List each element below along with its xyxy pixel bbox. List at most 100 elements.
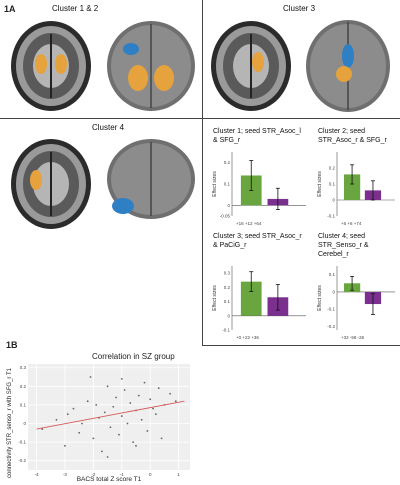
coronal-3d-brain (107, 21, 195, 111)
scatter-title: Correlation in SZ group (92, 352, 175, 361)
data-point (146, 430, 149, 432)
y-tick-label: 0 (227, 203, 230, 208)
data-point (112, 405, 115, 408)
data-point (109, 426, 112, 429)
bar-chart-2-title: Cluster 2; seed STR_Asoc_r & SFG_r (318, 128, 387, 144)
y-tick-label: -0.2 (327, 324, 335, 329)
regression-line (36, 400, 185, 430)
axial-brain-slice (11, 139, 91, 229)
y-tick-label: 0.2 (224, 160, 231, 165)
panel-label-1b: 1B (6, 340, 18, 350)
cluster-1-2-label: Cluster 1 & 2 (52, 4, 99, 13)
y-tick-label: 0 (23, 421, 26, 426)
data-point (143, 381, 146, 384)
brain-images-cluster-1-2 (11, 21, 195, 111)
panel-label-1a: 1A (4, 4, 16, 14)
mni-coordinates: +6 +6 +74 (341, 221, 362, 226)
data-point (115, 396, 118, 399)
y-tick-label: 0.1 (329, 182, 336, 187)
bar-chart-3: 0.3 0.2 0.1 0 -0.1 Effect sizes +0 +22 +36 (212, 266, 306, 340)
data-point (92, 437, 95, 440)
bar-chart-1: 0.2 0.1 0 -0.05 Effect sizes +16 +12 +64 (212, 152, 306, 226)
data-point (174, 400, 177, 403)
data-point (160, 437, 163, 440)
brain-images-cluster-4 (11, 139, 195, 229)
y-tick-label: 0.1 (224, 299, 231, 304)
bar-chart-4: 0.1 0 -0.1 -0.2 Effect sizes +32 -58 -26 (317, 266, 395, 340)
y-tick-label: -0.2 (18, 458, 26, 463)
data-point (118, 433, 120, 436)
data-point (78, 431, 81, 434)
data-point (120, 415, 123, 417)
data-point (140, 418, 143, 421)
data-point (103, 411, 106, 414)
x-tick-label: 1 (177, 472, 180, 477)
bar-chart-1-title: Cluster 1; seed STR_Asoc_l & SFG_r (213, 128, 301, 144)
y-tick-label: 0 (227, 313, 230, 318)
cluster-4-label: Cluster 4 (92, 123, 125, 132)
data-point (154, 413, 157, 416)
data-point (95, 404, 98, 406)
y-tick-label: 0.3 (20, 365, 27, 370)
data-point (152, 407, 154, 410)
data-point (66, 413, 69, 416)
cluster-3-label: Cluster 3 (283, 4, 316, 13)
data-point (72, 407, 75, 410)
data-point (81, 422, 83, 425)
x-axis-title: BACS total Z score T1 (77, 476, 142, 483)
data-point (149, 398, 152, 401)
data-point (41, 428, 44, 430)
data-point (135, 444, 137, 447)
data-point (120, 377, 123, 380)
y-tick-label: 0.2 (224, 285, 231, 290)
axial-brain-slice (211, 21, 291, 111)
y-axis-title: Effect sizes (317, 285, 323, 311)
x-tick-label: -2 (91, 472, 95, 477)
data-point (123, 389, 126, 391)
data-point (100, 450, 103, 453)
bar-green (240, 281, 262, 316)
y-axis-title: Effect sizes (212, 171, 218, 197)
brain-images-cluster-3 (211, 20, 390, 112)
y-tick-label: -0.1 (222, 328, 230, 333)
y-tick-label: 0.1 (329, 272, 336, 277)
bar-chart-2: 0.2 0.1 0 -0.1 Effect sizes +6 +6 +74 (317, 152, 395, 226)
y-tick-label: 0 (332, 198, 335, 203)
x-tick-label: -3 (63, 472, 67, 477)
data-point (64, 444, 66, 447)
y-tick-label: -0.1 (327, 307, 335, 312)
y-tick-label: 0.1 (224, 182, 231, 187)
y-tick-label: -0.1 (18, 440, 26, 445)
y-tick-label: 0.2 (329, 166, 336, 171)
data-point (126, 422, 129, 425)
bar-chart-3-title: Cluster 3; seed STR_Asoc_r & PaCiG_r (213, 233, 302, 249)
y-tick-label: -0.1 (327, 214, 335, 219)
data-point (132, 441, 135, 444)
data-point (89, 376, 92, 378)
vertical-divider (202, 0, 203, 345)
x-tick-label: 0 (149, 472, 152, 477)
mni-coordinates: +0 +22 +36 (236, 335, 259, 340)
y-axis-title: Effect sizes (212, 285, 218, 311)
y-tick-label: 0.1 (20, 402, 27, 407)
y-tick-label: 0.3 (224, 271, 231, 276)
x-tick-label: -1 (120, 472, 124, 477)
data-point (106, 385, 109, 388)
bottom-divider (202, 345, 400, 346)
y-axis-title: connectivity STR_senso_r with SFG_r T1 (7, 367, 13, 478)
axial-3d-brain (306, 20, 390, 112)
posterior-3d-brain (107, 139, 195, 219)
data-point (137, 394, 140, 397)
plot-background (28, 364, 190, 470)
data-point (106, 456, 109, 458)
data-point (157, 387, 160, 390)
data-point (55, 418, 58, 421)
y-axis-title: Effect sizes (317, 171, 323, 197)
data-point (129, 402, 132, 404)
x-tick-label: -4 (35, 472, 39, 477)
y-tick-label: -0.05 (220, 214, 231, 219)
axial-brain-slice (11, 21, 91, 111)
data-point (169, 392, 172, 395)
bar-chart-4-title: Cluster 4; seed STR_Senso_r & Cerebel_r (318, 233, 369, 258)
data-point (86, 400, 89, 403)
